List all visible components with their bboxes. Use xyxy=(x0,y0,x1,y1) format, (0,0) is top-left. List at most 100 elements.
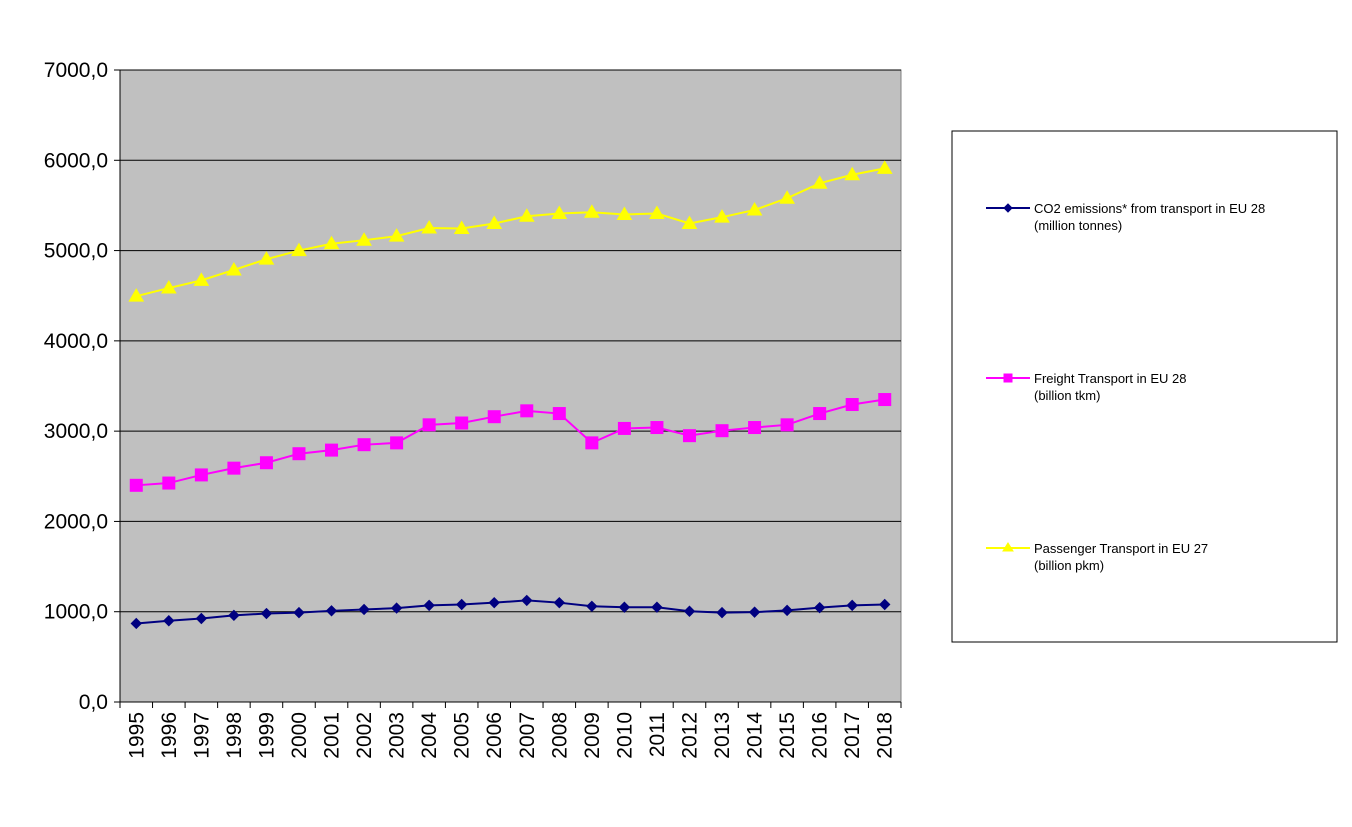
x-tick-label: 2009 xyxy=(581,712,604,759)
series-2 xyxy=(128,160,893,302)
data-point xyxy=(293,606,305,619)
data-point xyxy=(227,461,241,475)
data-point xyxy=(715,424,729,438)
data-point xyxy=(1003,203,1013,213)
series-0 xyxy=(130,594,891,630)
data-point xyxy=(487,410,501,424)
series-line xyxy=(136,599,885,625)
legend-box xyxy=(951,130,1338,643)
x-tick-label: 2001 xyxy=(321,712,344,759)
data-point xyxy=(258,251,275,265)
data-point xyxy=(194,468,208,482)
legend: CO2 emissions* from transport in EU 28 (m… xyxy=(951,130,1338,643)
x-tick-label: 2018 xyxy=(874,712,897,759)
y-tick-label: 2000,0 xyxy=(44,510,108,533)
x-tick-label: 2008 xyxy=(548,712,571,759)
data-point xyxy=(259,456,273,470)
data-point xyxy=(781,604,793,617)
data-point xyxy=(162,476,176,490)
data-point xyxy=(552,407,566,421)
data-point xyxy=(455,416,469,430)
x-tick-label: 2007 xyxy=(516,712,539,759)
data-point xyxy=(421,220,438,234)
data-point xyxy=(390,602,403,614)
data-point xyxy=(163,615,175,627)
data-point xyxy=(488,596,500,609)
data-point xyxy=(813,601,826,614)
x-tick-label: 2006 xyxy=(483,712,506,759)
y-tick-label: 4000,0 xyxy=(44,330,108,353)
data-point xyxy=(423,599,435,612)
y-tick-label: 6000,0 xyxy=(44,149,108,172)
x-tick-label: 2005 xyxy=(451,712,474,759)
axes: 0,0 1000,0 2000,0 3000,0 4000,0 5000,0 6000,0 7… xyxy=(44,59,902,759)
legend-entry-1: Freight Transport in EU 28 (billion tkm) xyxy=(986,371,1186,403)
data-point xyxy=(748,606,761,618)
x-tick-label: 2010 xyxy=(613,712,636,759)
y-tick-label: 3000,0 xyxy=(44,420,108,443)
x-tick-label: 2014 xyxy=(744,712,767,759)
data-point xyxy=(716,606,728,619)
data-point xyxy=(585,436,599,450)
data-point xyxy=(650,421,664,435)
data-point xyxy=(292,447,306,461)
legend-label: Passenger Transport in EU 27 xyxy=(1034,541,1208,556)
data-point xyxy=(291,242,307,257)
legend-entry-2: Passenger Transport in EU 27 (billion pkm… xyxy=(986,541,1208,573)
legend-label: Freight Transport in EU 28 xyxy=(1034,371,1186,386)
data-point xyxy=(845,398,859,412)
x-tick-label: 2015 xyxy=(776,712,799,759)
data-point xyxy=(130,617,142,630)
data-point xyxy=(780,418,794,432)
data-point xyxy=(520,404,534,418)
x-tick-label: 1998 xyxy=(223,712,246,759)
x-tick-label: 2002 xyxy=(353,712,376,759)
data-point xyxy=(681,215,698,229)
x-tick-label: 2004 xyxy=(418,712,441,759)
x-tick-label: 2013 xyxy=(711,712,734,759)
data-point xyxy=(357,438,371,452)
data-point xyxy=(714,209,730,223)
data-point xyxy=(193,272,210,286)
data-point xyxy=(553,596,566,609)
data-point xyxy=(518,208,535,222)
plot-background xyxy=(119,69,902,703)
data-point xyxy=(746,201,763,216)
data-point xyxy=(325,443,339,457)
gridlines xyxy=(120,69,901,613)
data-point xyxy=(358,603,370,616)
x-tick-label: 2012 xyxy=(678,712,701,759)
data-point xyxy=(521,594,533,607)
plot-area xyxy=(119,69,902,703)
x-tick-label: 1996 xyxy=(158,712,181,759)
data-point xyxy=(455,598,468,611)
x-tick-label: 1999 xyxy=(255,712,278,759)
x-tick-label: 2003 xyxy=(386,712,409,759)
legend-label-unit: (billion tkm) xyxy=(1034,388,1100,403)
data-point xyxy=(617,421,631,435)
x-tick-label: 2016 xyxy=(809,712,832,759)
x-tick-label: 2017 xyxy=(841,712,864,759)
data-point xyxy=(876,160,893,174)
data-point xyxy=(748,421,762,435)
data-point xyxy=(586,600,598,613)
legend-entry-0: CO2 emissions* from transport in EU 28 (m… xyxy=(986,201,1265,233)
data-point xyxy=(879,598,891,611)
series-1 xyxy=(129,393,892,492)
data-point xyxy=(453,220,470,234)
data-point xyxy=(618,601,631,613)
y-tick-label: 0,0 xyxy=(79,691,108,714)
legend-label-unit: (million tonnes) xyxy=(1034,218,1122,233)
series-group xyxy=(128,160,893,630)
data-point xyxy=(226,261,242,276)
data-point xyxy=(128,288,145,302)
legend-label: CO2 emissions* from transport in EU 28 xyxy=(1034,201,1265,216)
data-point xyxy=(129,478,143,492)
y-tick-label: 1000,0 xyxy=(44,601,108,624)
data-point xyxy=(651,601,663,613)
x-tick-label: 2011 xyxy=(646,712,669,757)
data-point xyxy=(160,280,177,294)
data-point xyxy=(260,607,273,620)
data-point xyxy=(878,393,892,407)
data-point xyxy=(1003,373,1013,383)
